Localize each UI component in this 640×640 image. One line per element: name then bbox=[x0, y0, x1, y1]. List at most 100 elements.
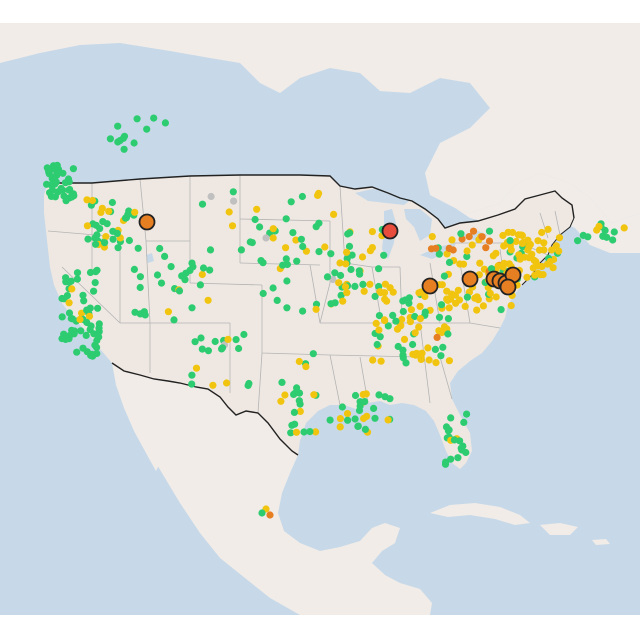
station-marker[interactable] bbox=[445, 426, 453, 434]
station-marker[interactable] bbox=[170, 316, 178, 324]
station-marker[interactable] bbox=[211, 337, 219, 346]
station-marker[interactable] bbox=[302, 363, 310, 371]
station-marker[interactable] bbox=[437, 352, 445, 360]
station-marker[interactable] bbox=[164, 308, 172, 316]
station-marker[interactable] bbox=[439, 343, 447, 351]
station-marker[interactable] bbox=[63, 292, 71, 300]
highlighted-station-marker[interactable] bbox=[461, 270, 479, 288]
station-marker[interactable] bbox=[344, 416, 352, 424]
station-marker[interactable] bbox=[359, 390, 367, 399]
station-marker[interactable] bbox=[53, 161, 61, 169]
station-marker[interactable] bbox=[45, 170, 53, 178]
station-marker[interactable] bbox=[381, 393, 389, 401]
station-marker[interactable] bbox=[603, 233, 611, 241]
station-marker[interactable] bbox=[310, 391, 318, 399]
station-marker[interactable] bbox=[262, 234, 270, 242]
station-marker[interactable] bbox=[506, 237, 514, 245]
station-marker[interactable] bbox=[406, 318, 414, 326]
station-marker[interactable] bbox=[514, 231, 523, 239]
station-marker[interactable] bbox=[76, 315, 84, 323]
station-marker[interactable] bbox=[438, 281, 446, 289]
station-marker[interactable] bbox=[109, 235, 117, 243]
station-marker[interactable] bbox=[384, 416, 392, 424]
station-marker[interactable] bbox=[463, 247, 471, 255]
station-marker[interactable] bbox=[469, 227, 478, 235]
station-marker[interactable] bbox=[601, 226, 609, 234]
station-marker[interactable] bbox=[468, 241, 476, 249]
station-marker[interactable] bbox=[191, 338, 199, 346]
highlighted-station-marker[interactable] bbox=[499, 278, 517, 296]
station-marker[interactable] bbox=[47, 192, 56, 200]
station-marker[interactable] bbox=[371, 292, 379, 300]
station-marker[interactable] bbox=[339, 297, 347, 305]
station-marker[interactable] bbox=[373, 340, 381, 349]
station-marker[interactable] bbox=[473, 306, 481, 314]
station-marker[interactable] bbox=[290, 408, 298, 416]
station-marker[interactable] bbox=[235, 344, 243, 353]
station-marker[interactable] bbox=[96, 225, 104, 233]
station-marker[interactable] bbox=[327, 250, 335, 258]
station-marker[interactable] bbox=[237, 246, 245, 254]
station-marker[interactable] bbox=[293, 257, 301, 265]
station-marker[interactable] bbox=[269, 234, 277, 242]
station-marker[interactable] bbox=[131, 208, 139, 216]
station-marker[interactable] bbox=[331, 299, 339, 307]
station-marker[interactable] bbox=[534, 269, 542, 277]
station-marker[interactable] bbox=[89, 352, 97, 360]
station-marker[interactable] bbox=[167, 263, 175, 271]
station-marker[interactable] bbox=[421, 308, 429, 316]
station-marker[interactable] bbox=[105, 207, 113, 215]
station-marker[interactable] bbox=[82, 331, 90, 339]
station-marker[interactable] bbox=[299, 307, 307, 315]
station-marker[interactable] bbox=[312, 223, 320, 231]
station-marker[interactable] bbox=[65, 299, 73, 307]
station-marker[interactable] bbox=[292, 428, 301, 436]
station-marker[interactable] bbox=[120, 132, 129, 140]
station-marker[interactable] bbox=[355, 267, 363, 275]
station-marker[interactable] bbox=[369, 356, 377, 364]
station-marker[interactable] bbox=[61, 179, 70, 187]
station-marker[interactable] bbox=[297, 235, 305, 243]
station-marker[interactable] bbox=[251, 215, 259, 224]
highlighted-station-marker[interactable] bbox=[421, 277, 439, 295]
station-marker[interactable] bbox=[65, 194, 74, 202]
station-marker[interactable] bbox=[448, 236, 456, 244]
station-marker[interactable] bbox=[314, 191, 322, 199]
station-marker[interactable] bbox=[377, 357, 385, 365]
station-marker[interactable] bbox=[218, 344, 227, 352]
station-marker[interactable] bbox=[108, 198, 116, 207]
station-marker[interactable] bbox=[70, 330, 78, 338]
station-marker[interactable] bbox=[347, 265, 355, 274]
station-marker[interactable] bbox=[525, 243, 533, 251]
station-marker[interactable] bbox=[482, 244, 490, 252]
station-marker[interactable] bbox=[298, 192, 306, 201]
station-marker[interactable] bbox=[295, 357, 303, 366]
station-marker[interactable] bbox=[486, 289, 494, 297]
station-marker[interactable] bbox=[79, 291, 87, 299]
station-marker[interactable] bbox=[411, 312, 419, 321]
station-marker[interactable] bbox=[283, 304, 291, 312]
station-marker[interactable] bbox=[92, 240, 100, 248]
station-marker[interactable] bbox=[337, 271, 345, 280]
station-marker[interactable] bbox=[343, 289, 351, 297]
station-marker[interactable] bbox=[66, 278, 74, 286]
station-marker[interactable] bbox=[396, 322, 404, 330]
station-marker[interactable] bbox=[246, 238, 254, 246]
station-marker[interactable] bbox=[463, 410, 471, 418]
station-marker[interactable] bbox=[431, 345, 439, 353]
station-marker[interactable] bbox=[296, 407, 304, 415]
station-marker[interactable] bbox=[574, 237, 582, 245]
station-marker[interactable] bbox=[83, 196, 91, 204]
station-marker[interactable] bbox=[479, 302, 487, 310]
station-marker[interactable] bbox=[321, 243, 329, 251]
station-marker[interactable] bbox=[375, 312, 383, 320]
station-marker[interactable] bbox=[497, 306, 505, 314]
station-marker[interactable] bbox=[411, 329, 419, 337]
station-marker[interactable] bbox=[375, 391, 383, 399]
station-marker[interactable] bbox=[360, 414, 368, 423]
station-marker[interactable] bbox=[281, 391, 289, 399]
station-marker[interactable] bbox=[224, 335, 232, 343]
station-marker[interactable] bbox=[282, 255, 290, 263]
station-marker[interactable] bbox=[460, 418, 468, 426]
station-marker[interactable] bbox=[343, 410, 352, 418]
